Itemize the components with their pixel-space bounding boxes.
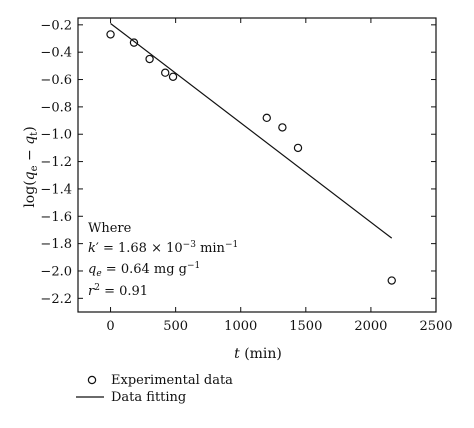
- y-tick-label: −0.8: [40, 100, 72, 115]
- x-tick-label: 0: [106, 319, 114, 334]
- x-axis-title-unit: (min): [244, 346, 282, 362]
- plot-frame-group: [77, 17, 437, 313]
- y-tick-label: −2.0: [40, 264, 72, 279]
- x-tick-label: 2000: [354, 319, 387, 334]
- y-tick-label: −1.2: [40, 155, 72, 170]
- y-tick-label: −2.2: [40, 292, 72, 307]
- ticks-group: 0 500 1000 1500 2000 2500 −0.2 −0.4 −0.6 −0.8 −1.0…: [40, 18, 453, 334]
- legend-label-experimental: Experimental data: [111, 373, 233, 388]
- marks-group: [106, 22, 396, 285]
- x-axis-title-var: t: [234, 346, 240, 362]
- y-tick-label: −1.8: [40, 237, 72, 252]
- y-tick-label: −1.6: [40, 210, 72, 225]
- x-axis-title: t (min): [234, 346, 282, 362]
- data-point: [293, 143, 303, 153]
- annotation-r2: r2 = 0.91: [88, 283, 148, 299]
- annotation-k: k′ = 1.68 × 10−3 min−1: [88, 240, 238, 256]
- y-tick-label: −0.2: [40, 18, 72, 33]
- legend: Experimental data Data fitting: [76, 373, 233, 405]
- y-tick-label: −1.4: [40, 182, 72, 197]
- data-point: [387, 276, 396, 285]
- fit-line: [110, 22, 393, 239]
- data-point: [145, 54, 154, 64]
- x-tick-label: 1500: [289, 319, 322, 334]
- x-tick-label: 500: [163, 319, 188, 334]
- data-point: [168, 72, 178, 82]
- y-axis-title: log(qe − qt): [22, 126, 40, 207]
- y-tick-label: −0.4: [40, 46, 72, 61]
- y-tick-label: −0.6: [40, 73, 72, 88]
- annotation-where: Where: [88, 221, 132, 236]
- x-tick-label: 1000: [224, 319, 257, 334]
- annotation-qe: qe = 0.64 mg g−1: [88, 261, 200, 279]
- data-point: [106, 30, 115, 39]
- plot-frame: [77, 17, 437, 313]
- legend-label-fitting: Data fitting: [111, 390, 186, 405]
- data-point: [262, 113, 271, 123]
- y-tick-label: −1.0: [40, 128, 72, 143]
- x-tick-label: 2500: [419, 319, 452, 334]
- data-point: [129, 38, 139, 47]
- data-point: [161, 68, 170, 77]
- legend-marker-experimental: [87, 375, 97, 385]
- data-point: [278, 123, 287, 132]
